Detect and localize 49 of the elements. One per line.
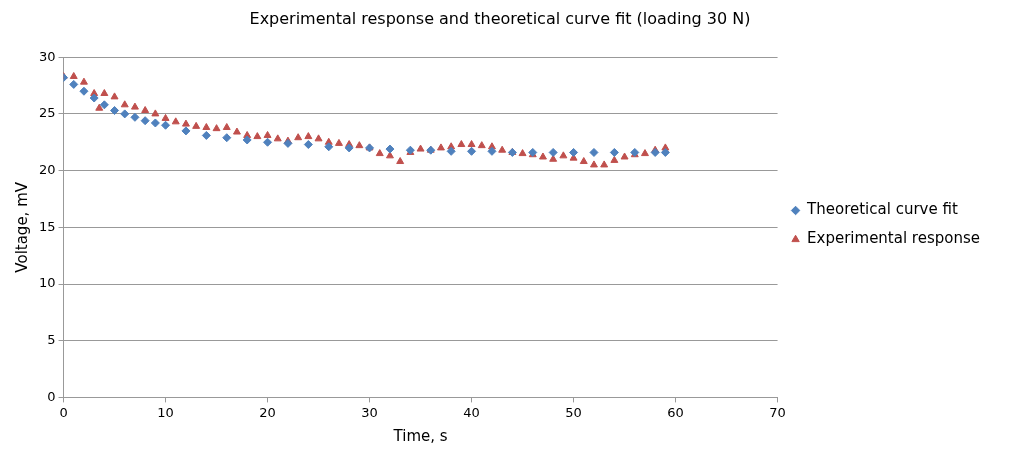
point xyxy=(446,146,456,156)
y-tick-label: 20 xyxy=(39,161,56,177)
point xyxy=(79,86,89,96)
point xyxy=(120,109,130,119)
point xyxy=(140,116,150,126)
point xyxy=(222,133,232,143)
point xyxy=(201,130,211,140)
legend-label: Theoretical curve fit xyxy=(806,200,958,219)
x-tick-label: 50 xyxy=(565,404,582,420)
point xyxy=(589,147,599,157)
point xyxy=(242,135,252,145)
y-tick-label: 0 xyxy=(47,388,56,404)
y-tick-label: 25 xyxy=(39,105,56,121)
point xyxy=(99,100,109,110)
point xyxy=(110,106,120,115)
point xyxy=(487,146,497,156)
point xyxy=(548,147,558,157)
x-axis-title: Time, s xyxy=(392,426,448,445)
x-tick-label: 60 xyxy=(667,404,684,420)
x-tick-label: 30 xyxy=(361,404,378,420)
y-tick-label: 15 xyxy=(39,218,56,234)
y-tick-label: 10 xyxy=(39,275,56,291)
point xyxy=(609,147,619,157)
point xyxy=(569,147,579,157)
x-tick-label: 70 xyxy=(769,404,786,420)
point xyxy=(161,120,171,130)
point xyxy=(660,147,670,157)
point xyxy=(303,140,313,150)
x-tick-label: 40 xyxy=(463,404,480,420)
point xyxy=(385,144,395,154)
point xyxy=(263,137,273,147)
point xyxy=(130,112,140,122)
chart-title: Experimental response and theoretical curve fit (loading 30 N) xyxy=(249,8,751,28)
x-tick-label: 10 xyxy=(157,404,174,420)
point xyxy=(69,79,79,89)
y-tick-label: 5 xyxy=(47,332,56,348)
y-axis-title: Voltage, mV xyxy=(12,181,31,273)
point xyxy=(89,93,99,103)
y-tick-label: 30 xyxy=(39,48,56,64)
x-tick-label: 0 xyxy=(59,404,68,420)
point xyxy=(181,126,191,136)
point xyxy=(650,147,660,157)
point xyxy=(150,118,160,128)
legend-label: Experimental response xyxy=(807,229,981,248)
point xyxy=(283,138,293,148)
point xyxy=(324,142,334,152)
point xyxy=(344,143,354,153)
x-tick-label: 20 xyxy=(259,404,276,420)
point xyxy=(467,146,477,156)
